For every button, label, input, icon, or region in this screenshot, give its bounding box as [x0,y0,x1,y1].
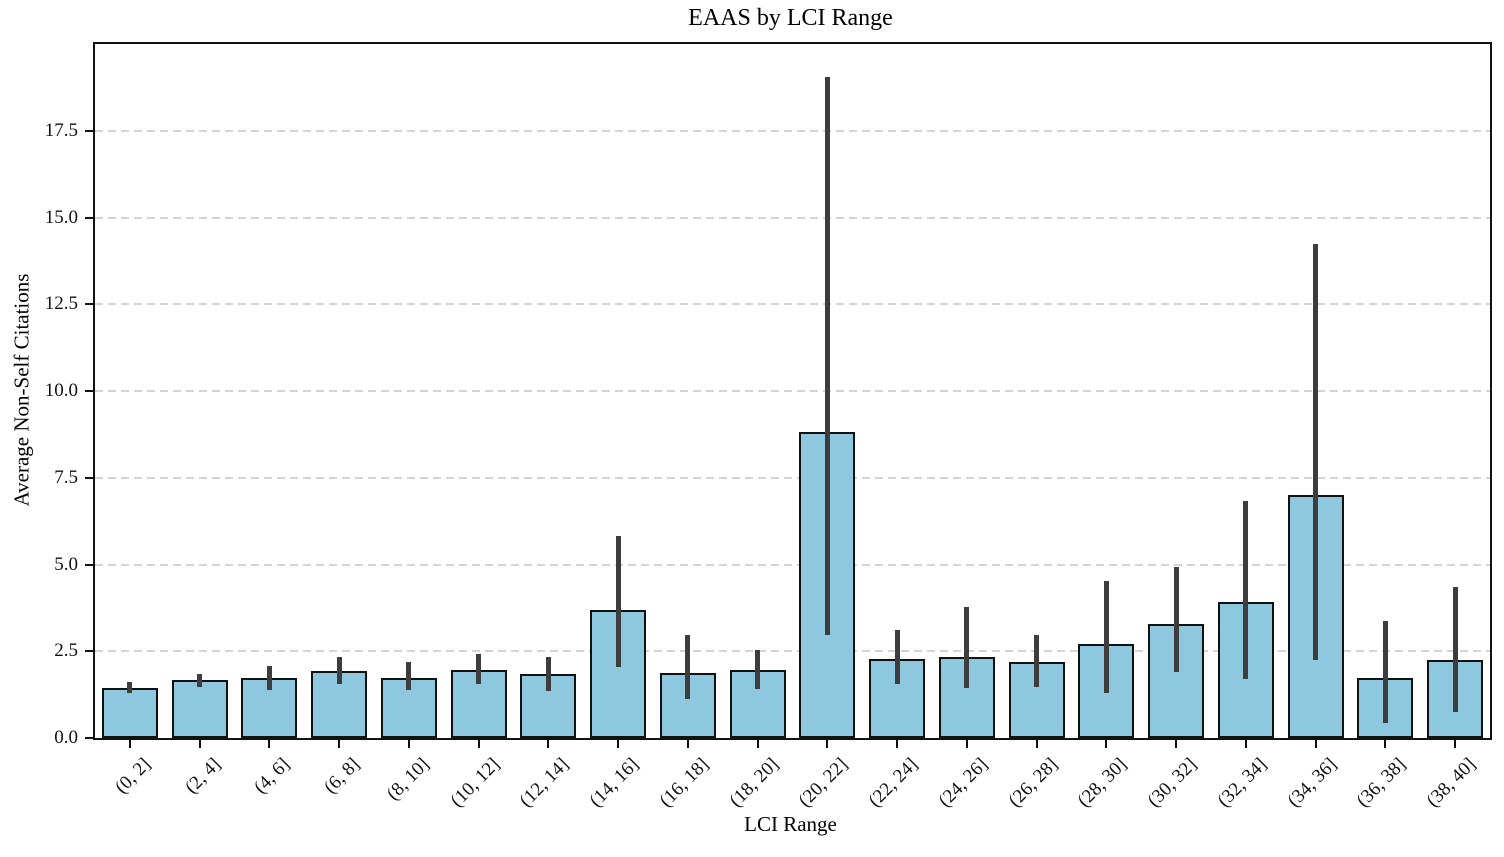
x-tick-label: (20, 22] [794,754,852,812]
x-tick-label: (6, 8] [319,754,364,798]
y-tick-label: 15.0 [44,207,78,228]
gridline [95,216,1490,219]
x-tick [1454,740,1456,748]
error-bar [1034,635,1039,687]
x-tick [1384,740,1386,748]
y-tick-label: 7.5 [54,467,78,488]
y-tick [85,477,93,479]
error-bar [1174,567,1179,672]
x-tick-label: (28, 30] [1073,754,1131,812]
x-tick [687,740,689,748]
x-tick [547,740,549,748]
bar--12-14- [520,674,576,738]
x-tick-label: (32, 34] [1213,754,1271,812]
y-tick-label: 12.5 [44,293,78,314]
error-bar [546,657,551,691]
x-tick [408,740,410,748]
x-tick [966,740,968,748]
x-tick [757,740,759,748]
x-tick [1036,740,1038,748]
error-bar [197,674,202,687]
x-tick-label: (12, 14] [515,754,573,812]
y-tick [85,390,93,392]
x-tick-label: (18, 20] [725,754,783,812]
error-bar [1243,501,1248,679]
bar--10-12- [451,670,507,738]
gridline [95,476,1490,479]
x-tick [199,740,201,748]
x-tick-label: (0, 2] [110,754,155,798]
gridline [95,563,1490,566]
x-tick-label: (14, 16] [585,754,643,812]
y-tick [85,130,93,132]
x-tick-label: (24, 26] [934,754,992,812]
x-tick-label: (10, 12] [446,754,504,812]
x-tick [268,740,270,748]
error-bar [267,666,272,690]
error-bar [1383,621,1388,723]
x-tick-label: (16, 18] [655,754,713,812]
x-tick [1315,740,1317,748]
error-bar [1453,587,1458,712]
x-tick-label: (34, 36] [1283,754,1341,812]
error-bar [406,662,411,690]
x-tick-label: (30, 32] [1143,754,1201,812]
error-bar [127,682,132,693]
error-bar [895,630,900,684]
x-tick [826,740,828,748]
x-tick [478,740,480,748]
bar--0-2- [102,688,158,738]
x-tick [617,740,619,748]
error-bar [1104,581,1109,693]
x-tick-label: (22, 24] [864,754,922,812]
error-bar [755,650,760,689]
x-tick [129,740,131,748]
y-tick [85,737,93,739]
x-tick [1175,740,1177,748]
x-tick-label: (38, 40] [1422,754,1480,812]
error-bar [476,654,481,684]
error-bar [964,607,969,688]
x-tick-label: (4, 6] [249,754,294,798]
x-tick-label: (26, 28] [1004,754,1062,812]
x-tick [896,740,898,748]
y-tick [85,217,93,219]
y-tick-label: 2.5 [54,640,78,661]
chart-title: EAAS by LCI Range [688,5,893,31]
x-tick [338,740,340,748]
y-tick-label: 5.0 [54,554,78,575]
gridline [95,303,1490,306]
plot-area [93,42,1492,740]
x-tick-label: (2, 4] [180,754,225,798]
bar--26-28- [1009,662,1065,738]
gridline [95,650,1490,653]
y-tick-label: 0.0 [54,727,78,748]
y-tick [85,303,93,305]
error-bar [685,635,690,699]
x-axis-label: LCI Range [744,812,837,836]
x-tick [1105,740,1107,748]
y-tick [85,564,93,566]
error-bar [825,77,830,635]
gridline [95,129,1490,132]
y-tick-label: 17.5 [44,120,78,141]
gridline [95,390,1490,392]
y-tick-label: 10.0 [44,380,78,401]
error-bar [1313,244,1318,660]
x-tick-label: (8, 10] [383,754,434,805]
error-bar [616,536,621,667]
x-tick-label: (36, 38] [1352,754,1410,812]
x-tick [1245,740,1247,748]
bar--2-4- [172,680,228,738]
error-bar [337,657,342,684]
y-tick [85,650,93,652]
